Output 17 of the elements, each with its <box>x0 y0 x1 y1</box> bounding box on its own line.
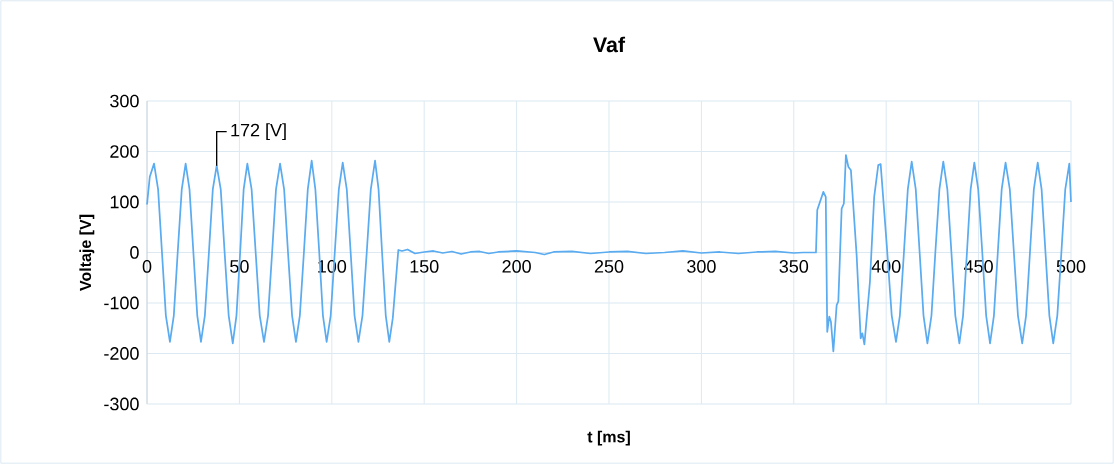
y-tick-label: 300 <box>110 94 139 108</box>
x-tick-label: 350 <box>779 260 809 273</box>
y-tick-label: -200 <box>104 347 139 360</box>
x-tick-label: 200 <box>502 260 531 273</box>
x-tick-label: 300 <box>687 260 716 273</box>
y-tick-label: -100 <box>104 296 139 310</box>
y-axis-title: Voltaje [V] <box>79 214 95 291</box>
y-tick-label: 100 <box>110 195 139 209</box>
chart-title: Vaf <box>593 36 626 53</box>
y-tick-label: -300 <box>104 397 139 411</box>
y-tick-label: 200 <box>110 145 139 158</box>
y-tick-label: 0 <box>130 246 139 259</box>
x-tick-label: 250 <box>594 260 624 273</box>
x-tick-label: 150 <box>410 260 439 273</box>
x-tick-label: 0 <box>142 260 152 273</box>
x-axis-title: t [ms] <box>587 430 630 446</box>
annotation: 172 [V] <box>231 123 286 141</box>
